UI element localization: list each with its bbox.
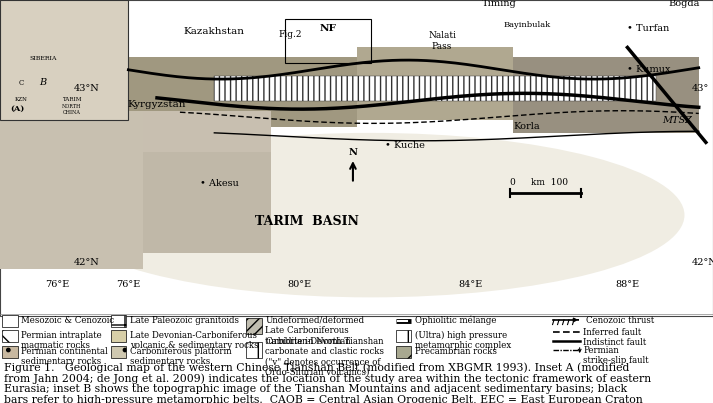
Bar [128,111,271,158]
Text: Permian
strike-slip fault: Permian strike-slip fault [583,346,649,365]
Text: NF: NF [319,24,337,33]
Text: (A): (A) [11,105,25,113]
Text: from Jahn 2004; de Jong et al. 2009) indicates the location of the study area wi: from Jahn 2004; de Jong et al. 2009) ind… [4,374,651,384]
Bar [356,48,513,120]
Text: TARIM: TARIM [61,97,81,102]
Bar [396,330,411,342]
Text: Cambrian-Devonian
carbonate and clastic rocks
("v" denotes occurrence of
Ordo-Si: Cambrian-Devonian carbonate and clastic … [265,337,384,377]
Text: 42°N: 42°N [74,258,100,267]
Bar [396,346,411,358]
Ellipse shape [57,133,684,297]
Text: • Akesu: • Akesu [200,179,239,188]
Text: Mesozoic & Cenozoic: Mesozoic & Cenozoic [21,316,115,325]
Text: • Turfan: • Turfan [627,24,670,33]
Text: • Kumux: • Kumux [627,65,671,74]
Text: TARIM  BASIN: TARIM BASIN [255,215,359,228]
Bar [246,342,262,358]
Text: Figure 1.   Geological map of the western Chinese Tianshan Belt (modified from X: Figure 1. Geological map of the western … [4,363,629,373]
Text: 0: 0 [509,178,515,187]
Bar [0,0,128,120]
Bar [246,318,262,334]
Text: 76°E: 76°E [116,280,140,289]
Bar [285,19,371,63]
Bar [111,315,126,327]
Text: 84°E: 84°E [458,280,483,289]
Text: 43°N: 43°N [74,84,100,93]
Text: Indistinct fault: Indistinct fault [583,338,647,347]
Bar [111,330,126,342]
Bar [2,346,18,358]
Text: 43°: 43° [692,84,709,93]
Text: Inferred fault: Inferred fault [583,328,642,337]
Text: Nalati
Pass: Nalati Pass [428,31,456,51]
Bar [128,152,271,253]
Text: NORTH
CHINA: NORTH CHINA [61,104,81,115]
Text: (Ultra) high pressure
metamorphic complex: (Ultra) high pressure metamorphic comple… [415,330,511,350]
Text: SIBERIA: SIBERIA [29,56,56,61]
Text: N: N [349,147,357,157]
Bar [214,76,656,101]
Text: 80°E: 80°E [287,280,312,289]
Text: Permian intraplate
magmatic rocks: Permian intraplate magmatic rocks [21,330,102,350]
Text: Late Devonian-Carboniferous
volcanic & sedimentary rocks: Late Devonian-Carboniferous volcanic & s… [130,330,258,350]
Text: bars refer to high-pressure metamorphic belts.  CAOB = Central Asian Orogenic Be: bars refer to high-pressure metamorphic … [4,395,642,403]
Text: C: C [19,79,24,87]
Text: Bayinbulak: Bayinbulak [504,21,551,29]
Text: Late Paleozoic granitoids: Late Paleozoic granitoids [130,316,239,325]
Text: 88°E: 88°E [615,280,640,289]
Text: • Kuche: • Kuche [385,141,425,150]
Text: Kyrgyzstan: Kyrgyzstan [128,100,186,109]
Text: Precambrian rocks: Precambrian rocks [415,347,497,356]
Text: MTSZ: MTSZ [662,116,692,125]
Text: Undeformed/deformed
Late Carboniferous
turbidite in North Tianshan: Undeformed/deformed Late Carboniferous t… [265,316,384,345]
Text: Cenozoic thrust: Cenozoic thrust [586,316,655,325]
Text: KZN: KZN [15,97,28,102]
Text: Eurasia; inset B shows the topographic image of the Tianshan Mountains and adjac: Eurasia; inset B shows the topographic i… [4,384,627,395]
Text: Korla: Korla [513,122,540,131]
Bar [2,315,18,327]
Text: 42°N: 42°N [692,258,713,267]
Text: Fig.2: Fig.2 [278,30,302,39]
Text: Ophiolitic mélange: Ophiolitic mélange [415,316,496,325]
Bar [2,330,18,342]
Text: B: B [39,79,46,87]
Bar [128,57,356,127]
Text: 76°E: 76°E [45,280,69,289]
Text: Permian continental
sedimentary rocks: Permian continental sedimentary rocks [21,347,108,366]
Text: Kazakhstan: Kazakhstan [183,27,245,36]
Bar [111,346,126,358]
Text: Carboniferous platform
sedimentary rocks: Carboniferous platform sedimentary rocks [130,347,232,366]
Bar [513,57,699,133]
Text: km  100: km 100 [530,178,568,187]
Text: Timing: Timing [482,0,516,8]
Bar [0,111,143,269]
Text: Bogda: Bogda [669,0,700,8]
